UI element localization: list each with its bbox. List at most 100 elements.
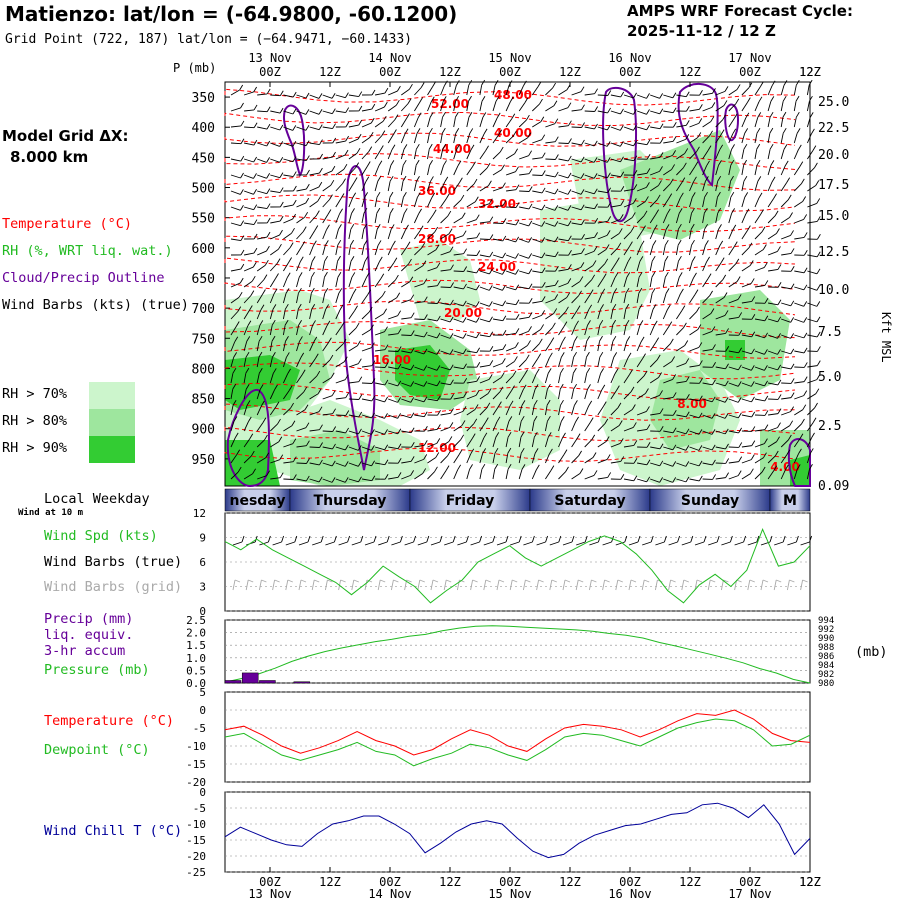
wind-barb [702, 150, 709, 160]
wind-barb-flag [787, 194, 792, 201]
wind-barb-flag [508, 416, 513, 422]
wind-barb-flag [777, 299, 782, 306]
wind-barb-flag [575, 416, 579, 423]
wind-barb-flag [358, 376, 363, 382]
wind-barb-flag [803, 332, 808, 339]
wind-barb [269, 423, 278, 432]
wind-barb-flag [463, 363, 467, 369]
true-wind-barb [457, 541, 467, 546]
wind-barb-flag [445, 193, 450, 199]
wind-barb [466, 166, 473, 176]
wind-barb [728, 133, 734, 144]
grid-wind-barb-flag [683, 579, 689, 583]
wind-barb-flag [337, 255, 341, 262]
wind-barb-flag [541, 310, 546, 316]
wind-barb [257, 110, 268, 113]
top-time-tick: 00Z [499, 65, 521, 79]
wind-barb-flag [358, 119, 363, 126]
wind-barb-flag [298, 287, 302, 294]
pressure-tick-label: 650 [192, 272, 215, 287]
wind-barb-flag [305, 125, 310, 131]
true-wind-barb [642, 541, 652, 546]
wind-barb [676, 167, 684, 176]
wind-barb-flag [653, 320, 658, 327]
wind-barb [767, 334, 778, 339]
true-wind-barb-flag [782, 535, 786, 543]
true-wind-barb [417, 541, 427, 546]
wind-barb-flag [489, 251, 494, 258]
temperature-contour [224, 321, 796, 339]
wind-barb-flag [786, 177, 791, 183]
wind-barb-flag [383, 101, 388, 108]
wind-barb [466, 469, 470, 480]
wind-barb [348, 167, 356, 176]
wind-barb-flag [652, 240, 657, 246]
wind-barb-flag [389, 207, 394, 214]
wind-barb-flag [724, 380, 729, 387]
wind-barb [466, 334, 477, 339]
wind-barb-flag [345, 92, 349, 98]
true-wind-barb-flag [743, 535, 747, 543]
wind-barb [649, 342, 657, 352]
wind-barb [676, 414, 687, 418]
wind-barb [767, 441, 777, 448]
grid-wind-barb-flag [749, 579, 755, 583]
wind-barb-flag [338, 224, 342, 230]
wind-barb-flag [448, 228, 453, 234]
wind-barb-flag [397, 363, 402, 370]
wind-barb-flag [279, 454, 284, 460]
wind-speed-panel-frame [224, 512, 811, 612]
wind-barb [309, 411, 320, 416]
wind-barb-flag [406, 113, 410, 119]
wind-barb-flag [436, 424, 441, 430]
wind-barb [715, 446, 726, 450]
wind-barb [479, 453, 484, 464]
wind-barb [296, 478, 307, 482]
wind-barb-flag [351, 272, 356, 278]
wind-barb-flag [332, 151, 336, 158]
wind-barb-flag [352, 288, 357, 295]
wind-barb [348, 213, 352, 224]
wind-barb [440, 382, 451, 386]
grid-wind-barb-flag [538, 579, 544, 583]
wind-barb-flag [324, 287, 329, 294]
wind-barb-flag [712, 474, 716, 480]
wind-barb [400, 229, 406, 240]
wind-barb-flag [685, 376, 690, 382]
wind-barb [256, 457, 266, 464]
wind-barb-flag [567, 235, 572, 241]
wind-barb [440, 117, 443, 128]
wind-barb-flag [458, 449, 463, 455]
wind-barb-flag [384, 429, 388, 435]
wind-barb-flag [643, 370, 648, 377]
wind-barb [597, 249, 607, 256]
grid-wind-barb-flag [314, 579, 320, 583]
wind-barb-flag [461, 212, 466, 218]
wind-barb [728, 475, 739, 480]
wind-barb [322, 413, 333, 416]
wind-barb-flag [488, 301, 493, 307]
wind-barb [400, 133, 406, 144]
model-grid-value: 8.000 km [10, 148, 89, 166]
wind-barb [767, 133, 771, 144]
grid-wind-barb [377, 579, 381, 591]
wind-barb [741, 213, 747, 224]
wind-barb [806, 133, 812, 144]
wind-barb-flag [312, 240, 317, 246]
wind-barb [296, 293, 299, 304]
wind-barb-flag [751, 411, 756, 418]
wind-barb-flag [450, 379, 454, 385]
wind-barb [243, 295, 252, 304]
wind-barb [335, 140, 346, 144]
wind-barb-flag [272, 368, 277, 374]
wind-barb-flag [638, 303, 643, 310]
wind-barb [531, 389, 536, 400]
wind-barb-flag [639, 256, 644, 262]
wind-barb-flag [672, 92, 677, 99]
wind-barb-flag [535, 464, 540, 471]
wind-barb [361, 446, 372, 451]
wind-barb-flag [475, 214, 480, 220]
wind-barb [702, 348, 713, 352]
wind-barb-flag [790, 348, 795, 355]
true-wind-barb-flag [360, 535, 364, 543]
